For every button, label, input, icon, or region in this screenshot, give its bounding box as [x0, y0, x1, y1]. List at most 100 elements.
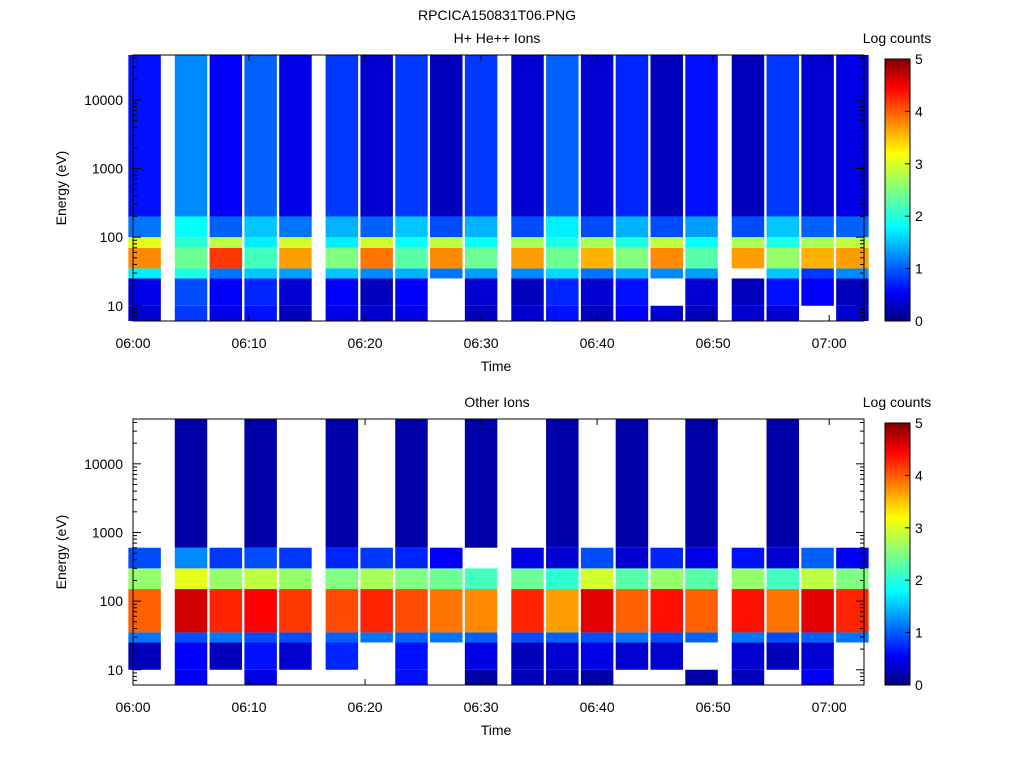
heatmap-cell [615, 237, 649, 248]
heatmap-cell [580, 216, 614, 238]
heatmap-cell [464, 247, 498, 269]
heatmap-cell [801, 247, 834, 269]
heatmap-cell [801, 216, 834, 238]
colorbar-label: Log counts [863, 394, 932, 410]
heatmap-cell [650, 547, 683, 569]
colorbar-tick-label: 0 [915, 677, 923, 693]
plot-frame [132, 54, 865, 322]
heatmap-cell [511, 632, 544, 643]
heatmap-cell [650, 216, 683, 238]
heatmap-cell [244, 55, 277, 217]
heatmap-cell [580, 642, 614, 670]
colorbar-tick-label: 4 [915, 103, 923, 119]
y-tick-label: 100 [100, 593, 124, 609]
heatmap-cell [464, 278, 498, 306]
heatmap-cell [360, 589, 393, 633]
heatmap-cell [546, 247, 579, 269]
heatmap-cell [615, 568, 649, 590]
heatmap-cell [209, 547, 243, 569]
heatmap-cell [244, 669, 277, 685]
heatmap-cell [395, 278, 428, 306]
chart-title: Other Ions [464, 394, 529, 410]
heatmap-cell [836, 247, 869, 269]
heatmap-cell [325, 247, 359, 269]
heatmap-cell [615, 216, 649, 238]
x-tick-label: 06:50 [696, 699, 731, 715]
y-tick-label: 10 [107, 662, 123, 678]
heatmap-cell [685, 278, 718, 306]
heatmap-cell [766, 547, 800, 569]
heatmap-cells [128, 55, 869, 321]
heatmap-cell [615, 278, 649, 306]
heatmap-cell [360, 547, 393, 569]
heatmap-cell [209, 247, 243, 269]
heatmap-cell [731, 247, 765, 269]
heatmap-cell [395, 547, 428, 569]
heatmap-cell [209, 642, 243, 670]
heatmap-cell [464, 669, 498, 685]
heatmap-cell [209, 55, 243, 217]
heatmap-cell [244, 419, 277, 548]
heatmap-cell [395, 642, 428, 670]
heatmap-cell [650, 305, 683, 321]
heatmap-cell [685, 547, 718, 569]
heatmap-cell [615, 268, 649, 279]
heatmap-cell [395, 237, 428, 248]
x-tick-label: 06:00 [115, 335, 150, 351]
heatmap-cell [731, 568, 765, 590]
y-tick-label: 10 [107, 298, 123, 314]
heatmap-cell [511, 669, 544, 685]
heatmap-cell [615, 547, 649, 569]
heatmap-cell [580, 247, 614, 269]
colorbar-label: Log counts [863, 30, 932, 46]
heatmap-cell [174, 547, 208, 569]
heatmap-cell [766, 216, 800, 238]
x-axis-label: Time [481, 358, 512, 374]
heatmap-cell [766, 55, 800, 217]
heatmap-cell [546, 268, 579, 279]
panel-h-he-ions: H+ He++ Ions Log counts 06:00 06:10 06:20 0… [53, 30, 931, 374]
colorbar-tick-label: 4 [915, 467, 923, 483]
heatmap-cell [128, 632, 161, 643]
colorbar-tick-label: 0 [915, 313, 923, 329]
heatmap-cell [685, 305, 718, 321]
heatmap-cells [128, 419, 869, 685]
heatmap-cell [244, 568, 277, 590]
heatmap-cell [360, 632, 393, 643]
x-tick-label: 06:30 [464, 699, 499, 715]
colorbar-tick-label: 3 [915, 520, 923, 536]
heatmap-cell [279, 278, 312, 306]
heatmap-cell [580, 547, 614, 569]
heatmap-cell [650, 642, 683, 670]
colorbar-tick-label: 2 [915, 572, 923, 588]
heatmap-cell [615, 247, 649, 269]
heatmap-cell [766, 268, 800, 279]
heatmap-cell [546, 632, 579, 643]
heatmap-cell [325, 237, 359, 248]
heatmap-cell [766, 568, 800, 590]
heatmap-cell [209, 278, 243, 306]
x-tick-label: 06:50 [696, 335, 731, 351]
heatmap-cell [395, 589, 428, 633]
heatmap-cell [279, 568, 312, 590]
heatmap-cell [580, 632, 614, 643]
heatmap-cell [801, 237, 834, 248]
heatmap-cell [766, 419, 800, 548]
colorbar [884, 58, 911, 322]
heatmap-cell [731, 237, 765, 248]
heatmap-cell [580, 305, 614, 321]
heatmap-cell [464, 268, 498, 279]
heatmap-cell [464, 305, 498, 321]
heatmap-cell [244, 237, 277, 248]
heatmap-cell [615, 305, 649, 321]
heatmap-cell [511, 237, 544, 248]
heatmap-cell [430, 216, 463, 238]
x-axis-label: Time [481, 722, 512, 738]
heatmap-cell [580, 278, 614, 306]
heatmap-cell [279, 305, 312, 321]
heatmap-cell [244, 642, 277, 670]
y-tick-label: 1000 [92, 524, 123, 540]
heatmap-cell [174, 589, 208, 633]
colorbar-ticks: 0 1 2 3 4 5 [905, 415, 923, 693]
heatmap-cell [279, 547, 312, 569]
